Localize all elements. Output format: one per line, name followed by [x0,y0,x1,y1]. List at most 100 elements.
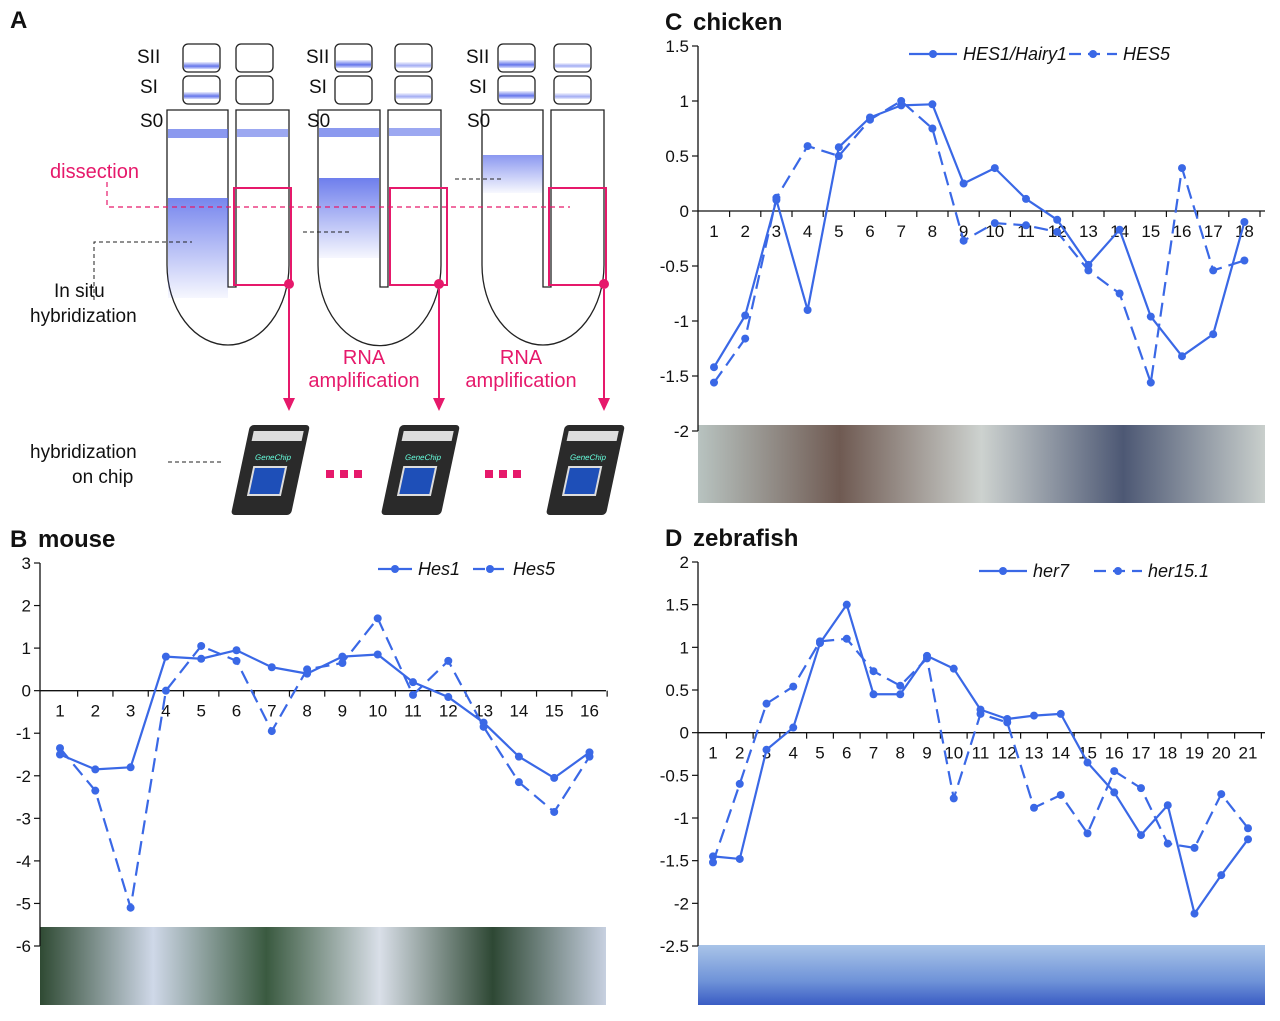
data-point [772,193,781,202]
x-tick-label: 5 [196,702,205,721]
data-point [479,722,488,731]
data-point [1084,266,1093,275]
y-tick-label: -2 [16,767,31,786]
y-tick-label: -6 [16,937,31,956]
x-tick-label: 8 [896,744,905,763]
data-point [1022,194,1030,203]
data-point [126,903,135,912]
data-point [928,100,937,109]
data-point [735,854,744,863]
y-tick-label: -4 [16,852,31,871]
x-tick-label: 16 [1173,222,1192,241]
data-point [1083,758,1092,767]
data-point [1209,330,1218,339]
data-point [338,659,347,668]
y-tick-label: 1 [22,639,31,658]
data-point [303,665,312,674]
rna-label: RNA [343,347,386,369]
stain-band [396,62,431,68]
x-tick-label: 1 [708,744,717,763]
stain-band [184,62,219,69]
x-tick-label: 2 [735,744,744,763]
y-tick-label: -2 [674,422,689,441]
x-tick-label: 12 [998,744,1017,763]
x-tick-label: 11 [1017,222,1035,241]
legend-marker [929,50,937,58]
x-tick-label: 14 [509,702,528,721]
x-tick-label: 8 [302,702,311,721]
chart-title: zebrafish [693,525,798,552]
data-point [1137,784,1145,793]
x-tick-label: 10 [985,222,1004,241]
data-point [816,637,824,646]
stage-label-si: SI [309,77,327,98]
x-tick-label: 6 [842,744,851,763]
legend-marker [1089,50,1097,58]
stage-label-s0: S0 [467,111,490,132]
psm-outline [481,109,605,346]
embryo-1 [166,43,294,346]
x-tick-label: 8 [928,222,937,241]
data-point [949,794,958,803]
data-point [232,646,241,655]
gene-chip: GeneChip [546,425,625,515]
legend-marker [391,565,399,573]
x-tick-label: 11 [972,744,990,763]
data-point [928,124,937,133]
y-tick-label: -2 [674,894,689,913]
data-point [866,115,874,124]
data-point [1083,829,1092,838]
x-tick-label: 20 [1212,744,1231,763]
y-tick-label: 1.5 [665,37,689,56]
panel-letter: D [665,525,682,552]
data-point [842,634,851,643]
data-point [232,656,241,665]
data-point [267,663,276,672]
legend-marker [999,567,1007,575]
data-point [1115,225,1124,234]
segment-box [235,75,274,105]
data-point [1178,164,1186,173]
x-tick-label: 15 [1141,222,1160,241]
data-point [990,164,999,173]
x-tick-label: 6 [865,222,874,241]
dissection-point [599,279,609,289]
legend-label: her15.1 [1148,561,1209,581]
data-point [1178,352,1186,361]
data-point [741,311,750,320]
embryo-3 [481,43,609,346]
stage-label-sii: SII [306,47,329,68]
chip-label: on chip [72,467,133,488]
data-point [709,858,717,867]
stain-band [319,128,379,137]
stain-domain [319,178,379,258]
stage-label-sii: SII [137,47,160,68]
arrow-down-icon [598,398,610,411]
data-point [949,664,958,673]
y-tick-label: 0 [680,202,689,221]
data-point [197,641,206,650]
x-tick-label: 16 [580,702,599,721]
dissection-box [548,187,607,286]
data-point [514,778,523,787]
x-tick-label: 4 [803,222,812,241]
arrow-down-icon [433,398,445,411]
segment-box [553,75,592,105]
data-point [789,723,798,732]
y-tick-label: 0.5 [665,147,689,166]
data-point [1146,312,1155,321]
dissection-box [389,187,448,286]
chip-label: hybridization [30,442,137,463]
data-point [990,219,999,228]
embryo-2 [317,43,448,347]
x-tick-label: 13 [1025,744,1044,763]
x-tick-label: 21 [1239,744,1258,763]
data-point [1244,835,1252,844]
x-tick-label: 9 [338,702,347,721]
data-point [161,652,170,661]
stain-band [499,91,534,99]
data-point [409,690,417,699]
